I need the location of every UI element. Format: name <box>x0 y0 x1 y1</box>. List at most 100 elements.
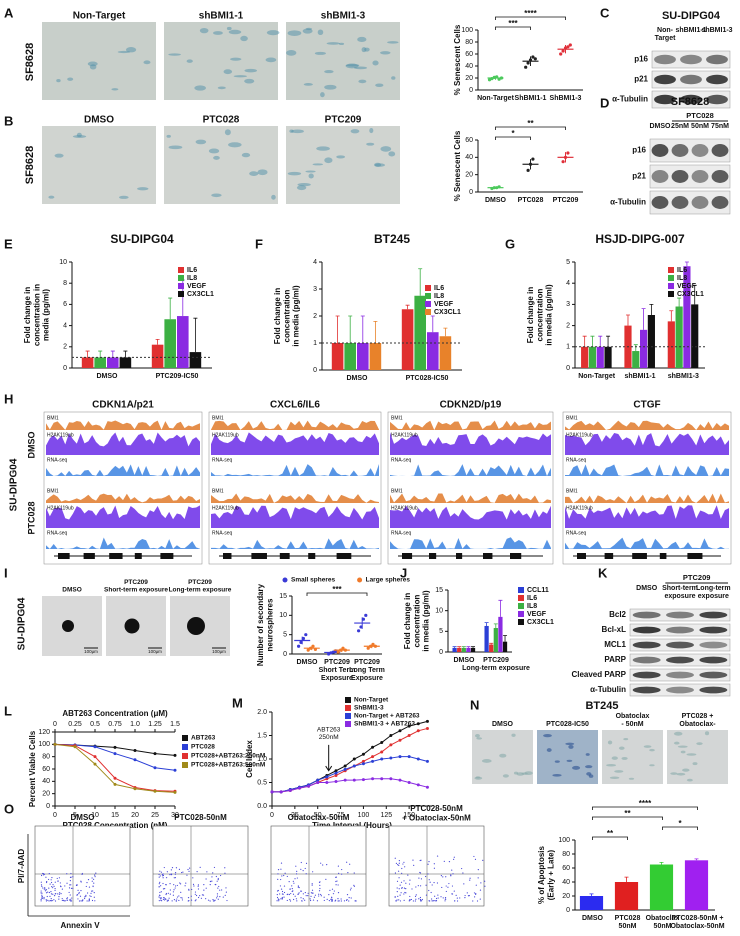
x-tick-label: PTC028-IC50 <box>406 375 449 382</box>
legend-marker <box>182 762 188 768</box>
cell <box>208 148 220 154</box>
bar <box>640 329 648 368</box>
event <box>296 877 298 879</box>
y-tick-label: 3 <box>566 301 570 308</box>
event <box>307 892 309 894</box>
legend-label: VEGF <box>187 283 207 290</box>
marker <box>279 790 283 794</box>
event <box>186 874 188 876</box>
event <box>404 866 406 868</box>
significance-bracket <box>306 592 368 596</box>
track-label: RNA-seq <box>212 530 233 536</box>
gene-title: CTGF <box>633 400 660 411</box>
image-title: PTC209 <box>325 115 362 126</box>
event <box>206 871 208 873</box>
browser-frame <box>43 411 203 565</box>
marker <box>371 759 375 763</box>
event <box>281 897 283 899</box>
y-tick-label: 0 <box>283 651 287 658</box>
row-label: SF8628 <box>24 146 36 185</box>
y-tick-label: 3 <box>313 286 317 293</box>
error-bar <box>677 297 682 307</box>
event <box>212 872 214 874</box>
event <box>463 883 465 885</box>
cell <box>357 36 367 42</box>
y-axis-label: % Senescent Cells <box>453 24 462 95</box>
event <box>484 885 486 887</box>
event <box>207 899 210 901</box>
cell <box>372 60 379 66</box>
x-tick-label: 20 <box>131 812 139 819</box>
event <box>313 896 316 898</box>
event <box>448 861 451 863</box>
event <box>53 895 56 897</box>
event <box>421 898 423 901</box>
significance: **** <box>639 799 652 808</box>
bar <box>581 346 589 368</box>
legend-label: IL6 <box>677 267 687 274</box>
event <box>218 885 220 888</box>
event <box>300 897 302 899</box>
marker <box>407 781 411 784</box>
event <box>160 871 163 873</box>
event <box>415 894 417 896</box>
exon <box>134 553 142 559</box>
event <box>340 900 342 902</box>
significance: * <box>678 819 682 828</box>
x-tick-label: 0 <box>53 812 57 819</box>
event <box>456 897 458 899</box>
legend-label: Large spheres <box>366 577 411 584</box>
event <box>217 877 219 880</box>
x-tick-label: shBMI1-3 <box>668 373 699 380</box>
cell <box>611 756 618 760</box>
event <box>305 873 307 875</box>
cell <box>387 41 399 44</box>
x-axis-label: Annexin V <box>60 921 100 930</box>
marker <box>343 764 347 768</box>
error-bar <box>373 321 378 343</box>
panel-letter: C <box>600 5 610 20</box>
event <box>277 868 280 871</box>
band <box>651 196 669 209</box>
event <box>93 882 95 884</box>
x-tick-label: DMSO <box>454 657 476 664</box>
event <box>163 866 165 869</box>
event <box>213 866 216 869</box>
x-tick-label: Short Term <box>319 667 356 674</box>
legend-label: Small spheres <box>291 577 335 584</box>
cell <box>324 84 337 90</box>
data-point <box>357 629 361 633</box>
event <box>284 872 286 874</box>
browser-frame <box>387 411 554 565</box>
event <box>329 889 331 891</box>
event <box>405 892 407 894</box>
event <box>200 897 203 899</box>
event <box>75 884 78 887</box>
event <box>464 896 466 899</box>
legend-marker <box>178 275 184 281</box>
track-label: H2AK119ub <box>212 505 239 511</box>
event <box>95 872 97 874</box>
signal-track <box>211 538 379 549</box>
scale-label: 100μm <box>212 649 226 654</box>
event <box>178 895 180 897</box>
band <box>666 641 694 649</box>
event <box>300 861 302 864</box>
cell <box>118 195 129 199</box>
data-point <box>336 650 340 654</box>
marker <box>389 777 393 781</box>
track-label: BMI1 <box>566 415 578 421</box>
event <box>45 881 48 884</box>
event <box>427 863 429 865</box>
event <box>189 867 191 869</box>
event <box>193 885 195 887</box>
x-tick-label: DMSO <box>347 375 369 382</box>
signal-track <box>46 493 200 503</box>
x-tick-label: Long Term <box>349 667 385 674</box>
marker <box>153 766 157 770</box>
band <box>706 94 728 105</box>
event <box>398 864 400 867</box>
marker <box>334 771 338 775</box>
band <box>651 144 669 157</box>
significance-bracket <box>495 16 566 20</box>
